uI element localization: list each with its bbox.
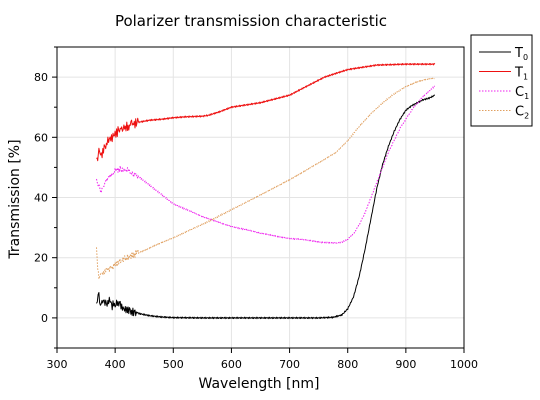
x-tick-label: 600	[221, 358, 242, 371]
x-tick-label: 900	[395, 358, 416, 371]
x-axis-label: Wavelength [nm]	[199, 376, 320, 392]
series-line-t1	[96, 62, 436, 162]
legend-label-name: C	[515, 85, 524, 100]
series-line-t0	[96, 94, 435, 320]
legend-label-subscript: 2	[524, 112, 529, 121]
axes: 300 400 500 600 700 800 900 1000 0 20 40 60 80	[34, 46, 478, 371]
legend-label-name: T	[514, 66, 523, 81]
grid	[56, 47, 465, 348]
x-tick-label: 500	[163, 358, 184, 371]
y-tick-label: 20	[34, 252, 48, 265]
legend-label: T0	[514, 46, 528, 62]
y-tick-label: 40	[34, 192, 48, 205]
series-line-c2	[96, 77, 436, 280]
y-tick-label: 60	[34, 131, 48, 144]
legend-label-subscript: 1	[523, 73, 528, 82]
legend-label: C1	[515, 85, 529, 101]
y-axis-label: Transmission [%]	[7, 139, 23, 259]
legend-label-subscript: 1	[524, 92, 529, 101]
x-tick-label: 800	[337, 358, 358, 371]
y-tick-label: 0	[41, 312, 48, 325]
series-lines	[96, 62, 436, 320]
series-line-c1	[96, 85, 436, 244]
y-tick-label: 80	[34, 71, 48, 84]
legend-label-name: T	[514, 46, 523, 61]
x-tick-label: 300	[47, 358, 68, 371]
legend-label: T1	[514, 66, 528, 82]
chart-title: Polarizer transmission characteristic	[115, 12, 387, 30]
x-tick-label: 400	[105, 358, 126, 371]
legend-label-subscript: 0	[523, 53, 528, 62]
x-tick-label: 1000	[450, 358, 478, 371]
legend-label-name: C	[515, 105, 524, 120]
legend-label: C2	[515, 105, 529, 121]
x-tick-label: 700	[279, 358, 300, 371]
